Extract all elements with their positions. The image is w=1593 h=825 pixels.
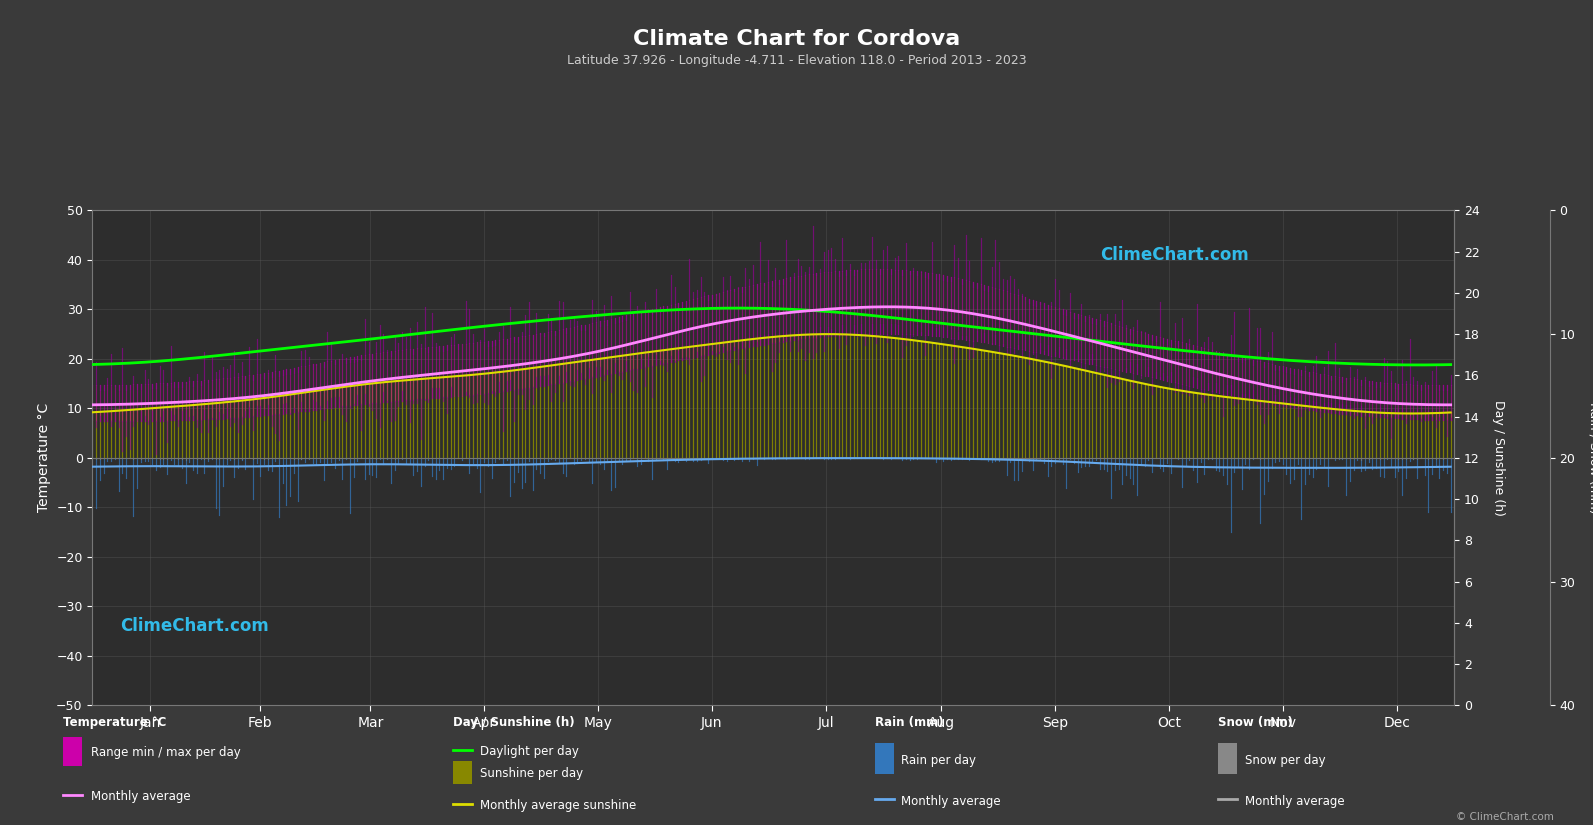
Text: Climate Chart for Cordova: Climate Chart for Cordova xyxy=(632,29,961,49)
Y-axis label: Day / Sunshine (h): Day / Sunshine (h) xyxy=(1493,400,1505,516)
Text: Monthly average sunshine: Monthly average sunshine xyxy=(479,799,636,812)
Text: Snow (mm): Snow (mm) xyxy=(1219,716,1294,729)
Text: ClimeChart.com: ClimeChart.com xyxy=(1101,246,1249,264)
Bar xyxy=(454,761,472,785)
Bar xyxy=(64,737,81,766)
Text: Sunshine per day: Sunshine per day xyxy=(479,766,583,780)
Text: Monthly average: Monthly average xyxy=(902,794,1000,808)
Text: Latitude 37.926 - Longitude -4.711 - Elevation 118.0 - Period 2013 - 2023: Latitude 37.926 - Longitude -4.711 - Ele… xyxy=(567,54,1026,67)
Text: Snow per day: Snow per day xyxy=(1244,754,1325,767)
Text: Temperature °C: Temperature °C xyxy=(64,716,166,729)
Text: Monthly average: Monthly average xyxy=(91,790,191,804)
Bar xyxy=(875,743,894,774)
Y-axis label: Temperature °C: Temperature °C xyxy=(37,403,51,512)
Text: Rain per day: Rain per day xyxy=(902,754,977,767)
Text: © ClimeChart.com: © ClimeChart.com xyxy=(1456,812,1555,822)
Text: Range min / max per day: Range min / max per day xyxy=(91,747,241,759)
Bar xyxy=(1219,743,1238,774)
Text: Monthly average: Monthly average xyxy=(1244,794,1344,808)
Text: Day / Sunshine (h): Day / Sunshine (h) xyxy=(454,716,575,729)
Y-axis label: Rain / Snow (mm): Rain / Snow (mm) xyxy=(1587,402,1593,514)
Text: ClimeChart.com: ClimeChart.com xyxy=(119,617,268,635)
Text: Rain (mm): Rain (mm) xyxy=(875,716,943,729)
Text: Daylight per day: Daylight per day xyxy=(479,745,578,758)
